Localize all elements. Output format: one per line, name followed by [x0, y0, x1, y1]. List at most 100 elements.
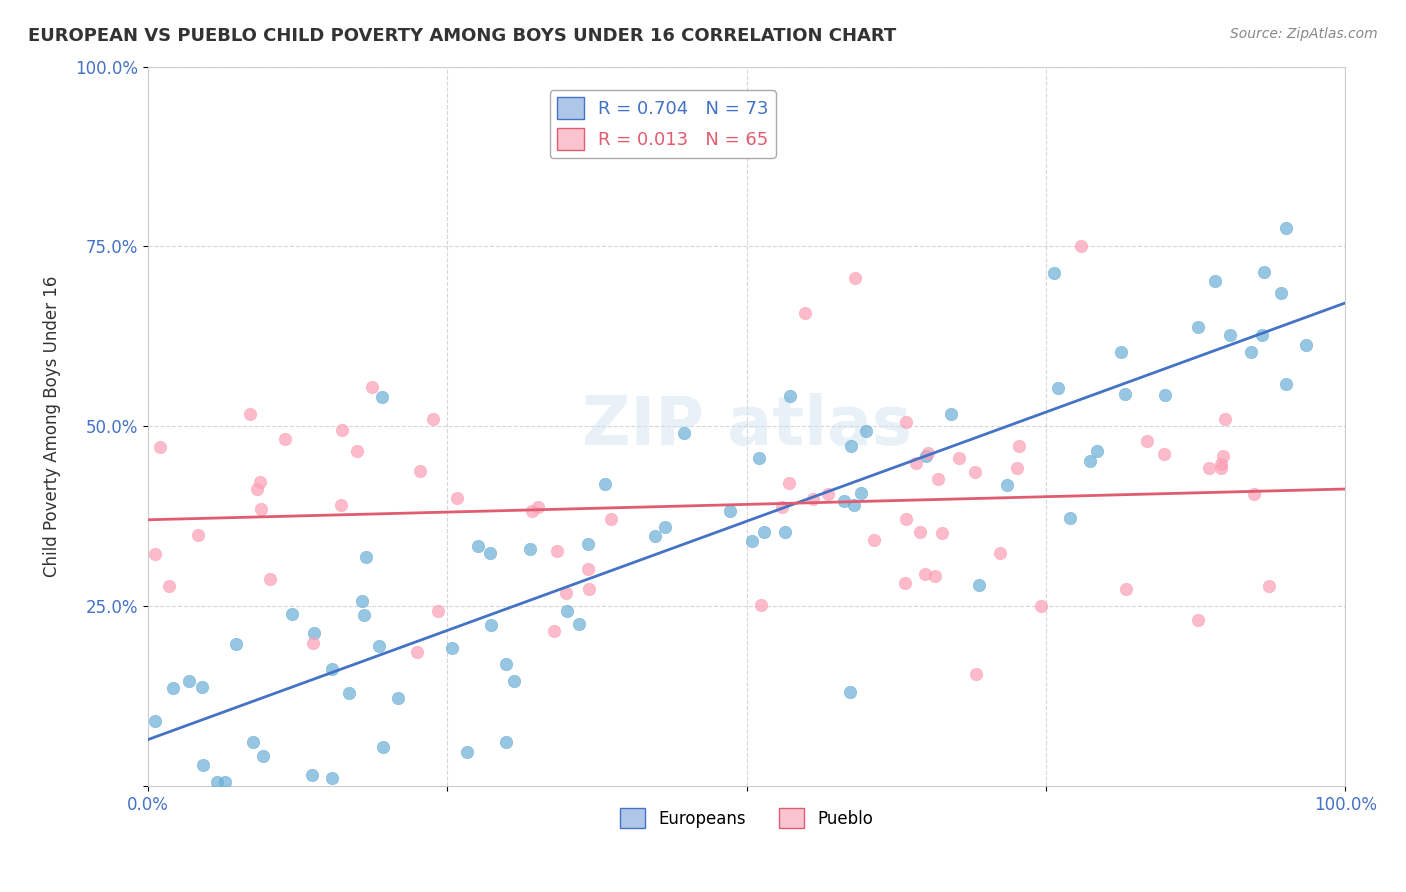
Point	[406, 645, 429, 659]
Point	[1187, 320, 1209, 334]
Point	[1295, 338, 1317, 352]
Y-axis label: Child Poverty Among Boys Under 16: Child Poverty Among Boys Under 16	[44, 276, 60, 577]
Point	[817, 487, 839, 501]
Point	[754, 524, 776, 539]
Point	[427, 604, 450, 618]
Point	[1212, 450, 1234, 464]
Point	[205, 775, 228, 789]
Point	[862, 533, 884, 547]
Point	[988, 546, 1011, 560]
Point	[503, 673, 526, 688]
Point	[567, 617, 589, 632]
Point	[149, 440, 172, 454]
Point	[446, 491, 468, 505]
Point	[1198, 461, 1220, 475]
Point	[302, 636, 325, 650]
Point	[479, 546, 502, 560]
Point	[527, 500, 550, 514]
Point	[367, 639, 389, 653]
Point	[914, 449, 936, 463]
Point	[844, 270, 866, 285]
Point	[842, 498, 865, 512]
Point	[1243, 487, 1265, 501]
Point	[963, 465, 986, 479]
Point	[408, 464, 430, 478]
Point	[1005, 461, 1028, 475]
Point	[1031, 599, 1053, 613]
Point	[360, 380, 382, 394]
Text: EUROPEAN VS PUEBLO CHILD POVERTY AMONG BOYS UNDER 16 CORRELATION CHART: EUROPEAN VS PUEBLO CHILD POVERTY AMONG B…	[28, 27, 897, 45]
Point	[778, 476, 800, 491]
Point	[371, 390, 394, 404]
Point	[1257, 578, 1279, 592]
Point	[273, 432, 295, 446]
Point	[1008, 439, 1031, 453]
Point	[555, 586, 578, 600]
Point	[793, 306, 815, 320]
Point	[1043, 266, 1066, 280]
Point	[1153, 388, 1175, 402]
Point	[1153, 447, 1175, 461]
Point	[801, 492, 824, 507]
Point	[214, 775, 236, 789]
Point	[593, 476, 616, 491]
Point	[718, 504, 741, 518]
Point	[495, 657, 517, 671]
Point	[193, 757, 215, 772]
Point	[352, 594, 374, 608]
Point	[1187, 613, 1209, 627]
Point	[851, 486, 873, 500]
Point	[1275, 220, 1298, 235]
Point	[905, 456, 928, 470]
Point	[238, 408, 260, 422]
Point	[1270, 285, 1292, 300]
Point	[1085, 444, 1108, 458]
Point	[1078, 454, 1101, 468]
Point	[252, 749, 274, 764]
Point	[321, 662, 343, 676]
Point	[179, 673, 201, 688]
Point	[187, 528, 209, 542]
Point	[456, 745, 478, 759]
Point	[775, 524, 797, 539]
Point	[927, 472, 949, 486]
Point	[481, 617, 503, 632]
Point	[522, 504, 544, 518]
Point	[301, 768, 323, 782]
Point	[1136, 434, 1159, 449]
Point	[337, 685, 360, 699]
Point	[941, 407, 963, 421]
Point	[749, 598, 772, 612]
Point	[917, 446, 939, 460]
Text: Source: ZipAtlas.com: Source: ZipAtlas.com	[1230, 27, 1378, 41]
Point	[1211, 461, 1233, 475]
Point	[555, 604, 578, 618]
Point	[839, 439, 862, 453]
Point	[346, 443, 368, 458]
Point	[1059, 511, 1081, 525]
Point	[578, 562, 600, 576]
Point	[908, 524, 931, 539]
Point	[1114, 386, 1136, 401]
Point	[353, 607, 375, 622]
Point	[1109, 344, 1132, 359]
Point	[330, 499, 353, 513]
Point	[1211, 457, 1233, 471]
Point	[896, 512, 918, 526]
Point	[1046, 381, 1069, 395]
Point	[779, 389, 801, 403]
Point	[893, 575, 915, 590]
Point	[162, 681, 184, 695]
Point	[259, 572, 281, 586]
Point	[441, 640, 464, 655]
Point	[1204, 274, 1226, 288]
Point	[832, 494, 855, 508]
Text: ZIP atlas: ZIP atlas	[582, 393, 911, 459]
Point	[1213, 412, 1236, 426]
Point	[387, 691, 409, 706]
Point	[1239, 345, 1261, 359]
Point	[1115, 582, 1137, 596]
Point	[371, 740, 394, 755]
Point	[948, 451, 970, 466]
Point	[931, 525, 953, 540]
